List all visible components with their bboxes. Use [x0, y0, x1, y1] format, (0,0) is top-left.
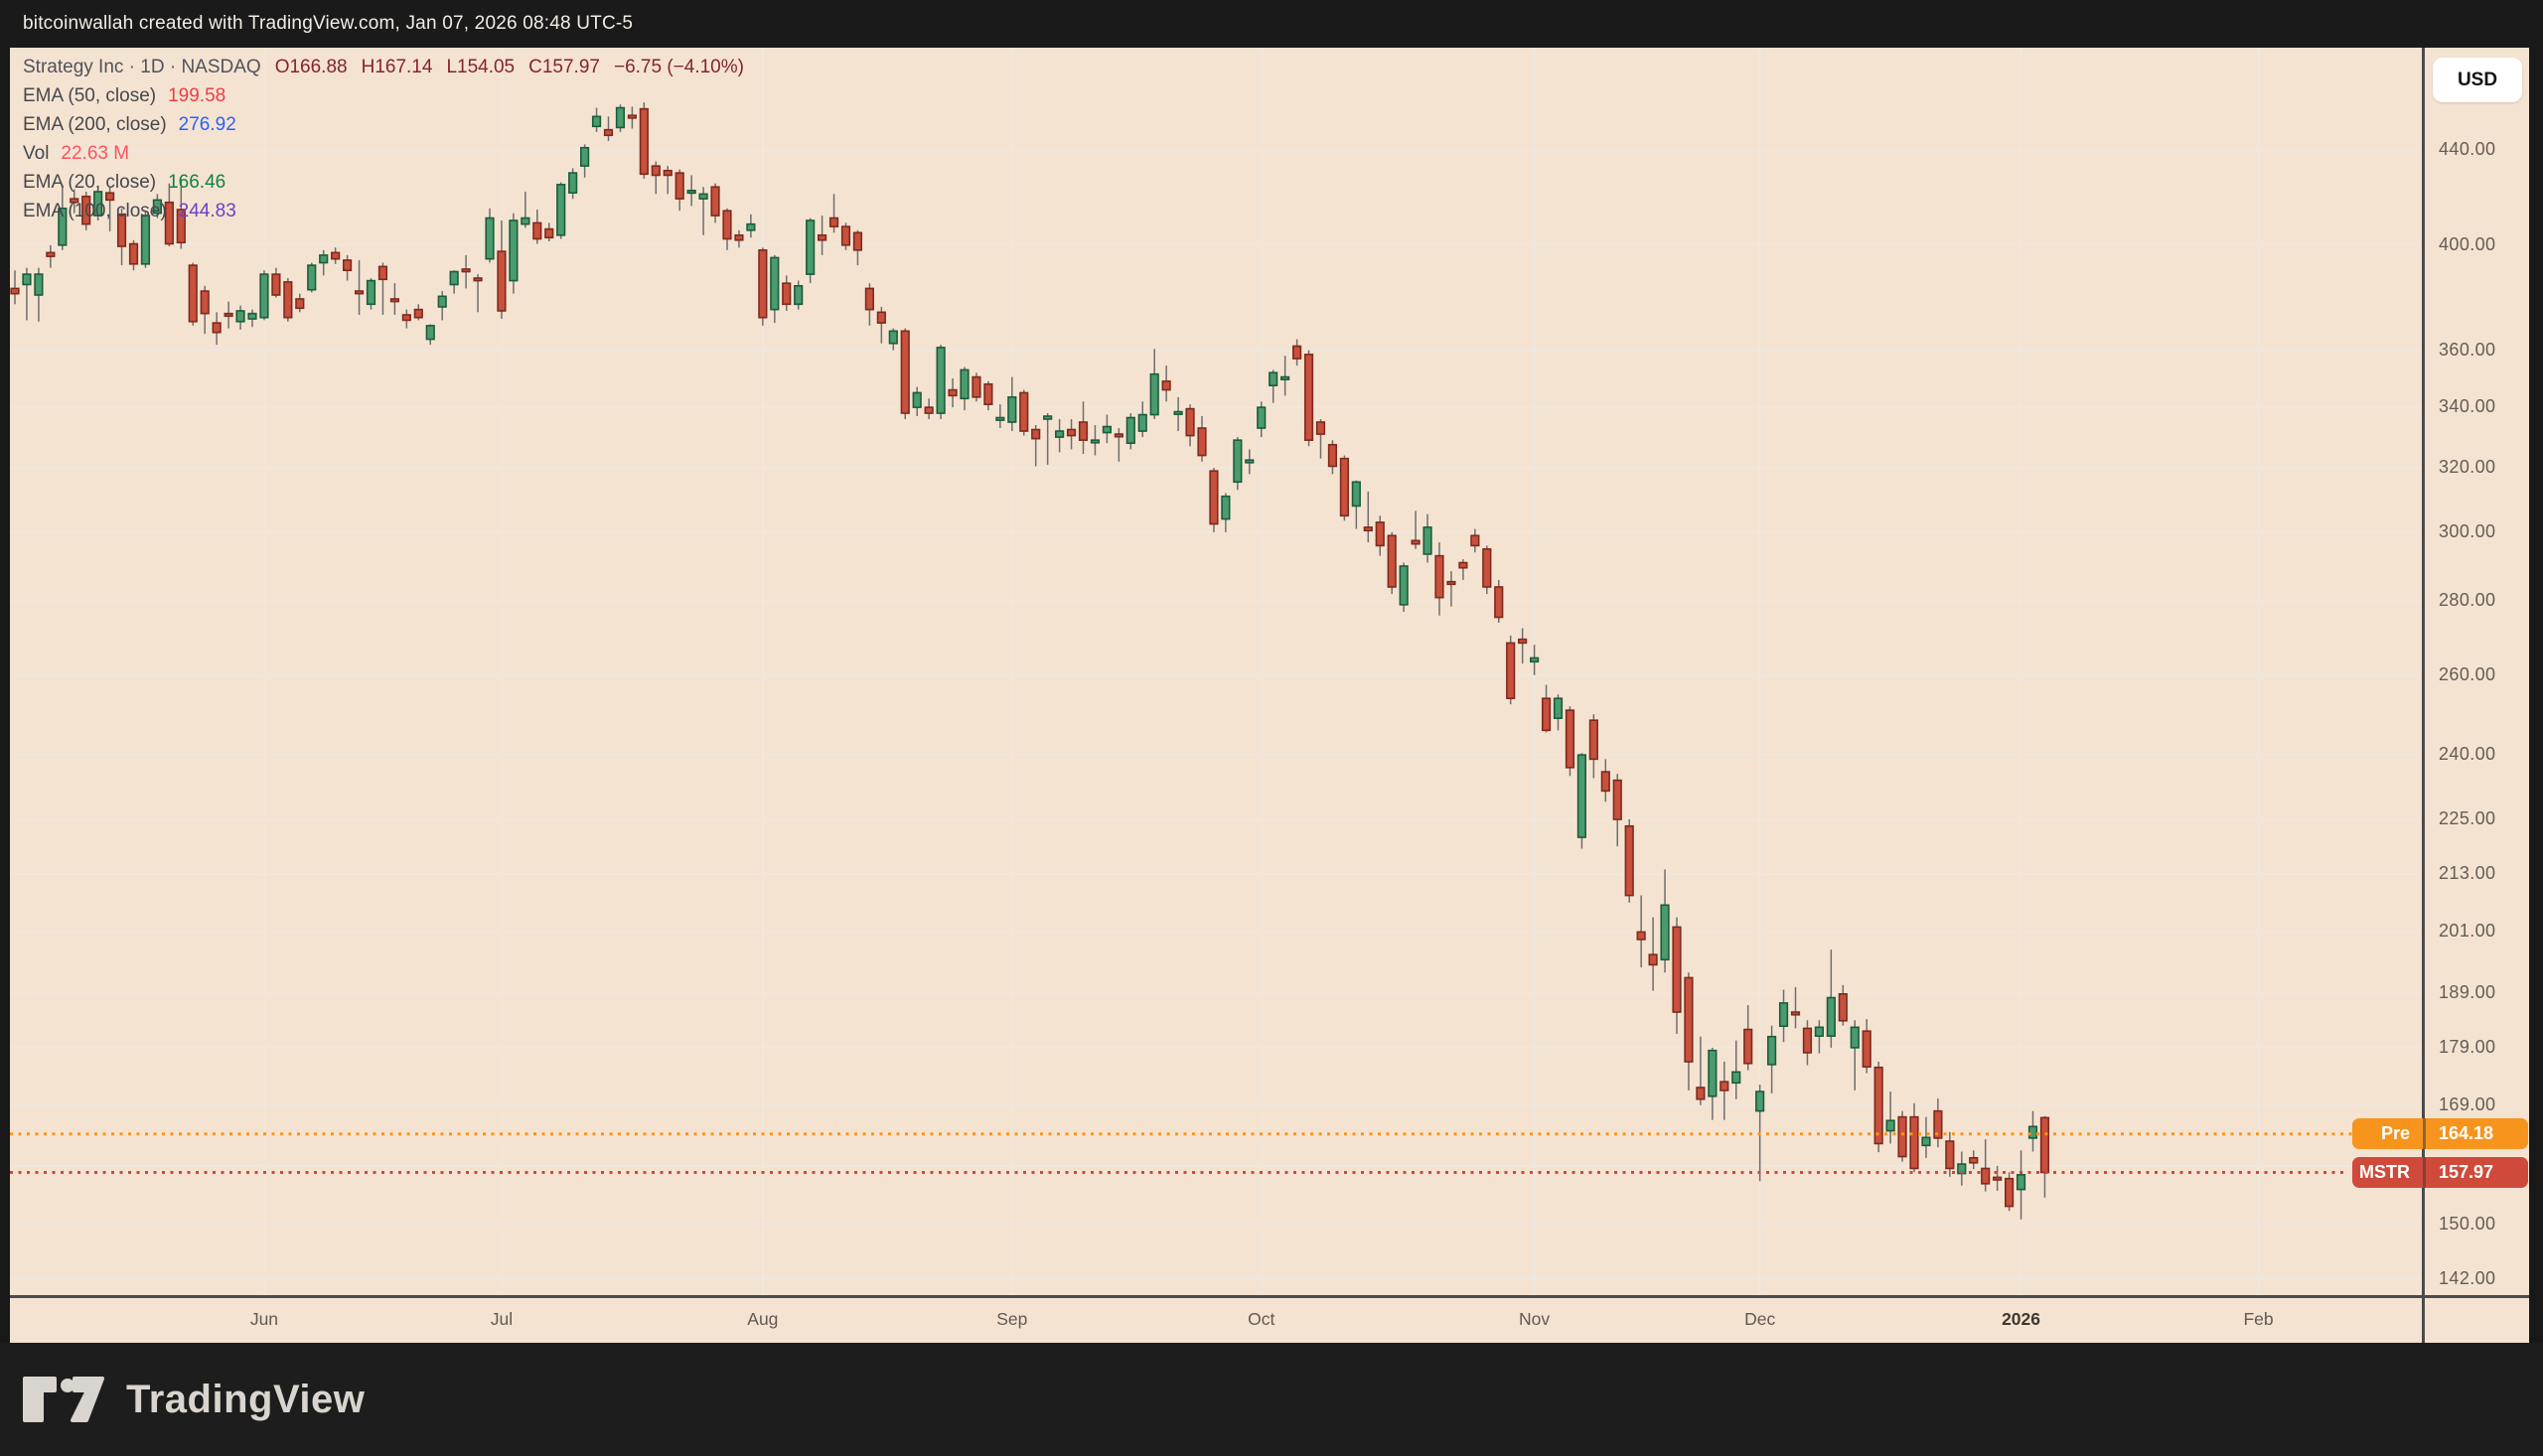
time-tick-label: 2026 — [2002, 1309, 2041, 1329]
price-tick-label: 360.00 — [2439, 339, 2496, 360]
price-axis[interactable]: USD 440.00 400.00 360.00 340.00 320.00 300.00… — [2425, 48, 2529, 1295]
tradingview-logo-icon — [23, 1377, 104, 1422]
price-tick-label: 179.00 — [2439, 1036, 2496, 1057]
tradingview-logo[interactable]: TradingView — [23, 1377, 365, 1422]
price-tick-label: 240.00 — [2439, 744, 2496, 765]
axis-separator-vertical — [2422, 48, 2425, 1343]
attribution-bar: bitcoinwallah created with TradingView.c… — [0, 0, 2543, 48]
footer-bar: TradingView — [0, 1343, 2543, 1456]
time-tick-label: Jul — [490, 1309, 514, 1329]
price-tick-label: 260.00 — [2439, 663, 2496, 684]
badge-divider — [2423, 1118, 2426, 1150]
time-tick-label: Nov — [1519, 1309, 1551, 1329]
premarket-price-label: Pre 164.18 — [2352, 1118, 2528, 1150]
price-tick-label: 400.00 — [2439, 233, 2496, 254]
price-tick-label: 169.00 — [2439, 1093, 2496, 1114]
attribution-text: bitcoinwallah created with TradingView.c… — [23, 13, 634, 34]
time-tick-label: Oct — [1248, 1309, 1275, 1329]
price-tick-label: 150.00 — [2439, 1213, 2496, 1234]
price-tick-label: 201.00 — [2439, 921, 2496, 942]
badge-divider — [2423, 1156, 2426, 1188]
price-tick-label: 280.00 — [2439, 590, 2496, 611]
last-price-label: MSTR 157.97 — [2352, 1156, 2528, 1188]
price-tick-label: 213.00 — [2439, 863, 2496, 884]
price-chart-canvas[interactable] — [10, 48, 2422, 1295]
currency-button[interactable]: USD — [2433, 58, 2522, 102]
price-tick-label: 440.00 — [2439, 139, 2496, 159]
time-axis[interactable]: Jun Jul Aug Sep Oct Nov Dec 2026 Feb — [10, 1298, 2422, 1343]
price-tick-label: 340.00 — [2439, 396, 2496, 417]
tradingview-logo-text: TradingView — [126, 1377, 366, 1421]
price-tick-label: 142.00 — [2439, 1267, 2496, 1288]
time-tick-label: Sep — [996, 1309, 1028, 1329]
time-tick-label: Dec — [1744, 1309, 1776, 1329]
price-tick-label: 189.00 — [2439, 982, 2496, 1003]
price-tick-label: 300.00 — [2439, 520, 2496, 541]
time-tick-label: Jun — [249, 1309, 279, 1329]
time-tick-label: Feb — [2243, 1309, 2274, 1329]
time-tick-label: Aug — [747, 1309, 779, 1329]
chart-frame: Strategy Inc · 1D · NASDAQ O166.88 H167.… — [10, 48, 2529, 1343]
axis-separator-horizontal — [10, 1295, 2529, 1298]
price-tick-label: 225.00 — [2439, 808, 2496, 829]
price-tick-label: 320.00 — [2439, 457, 2496, 478]
